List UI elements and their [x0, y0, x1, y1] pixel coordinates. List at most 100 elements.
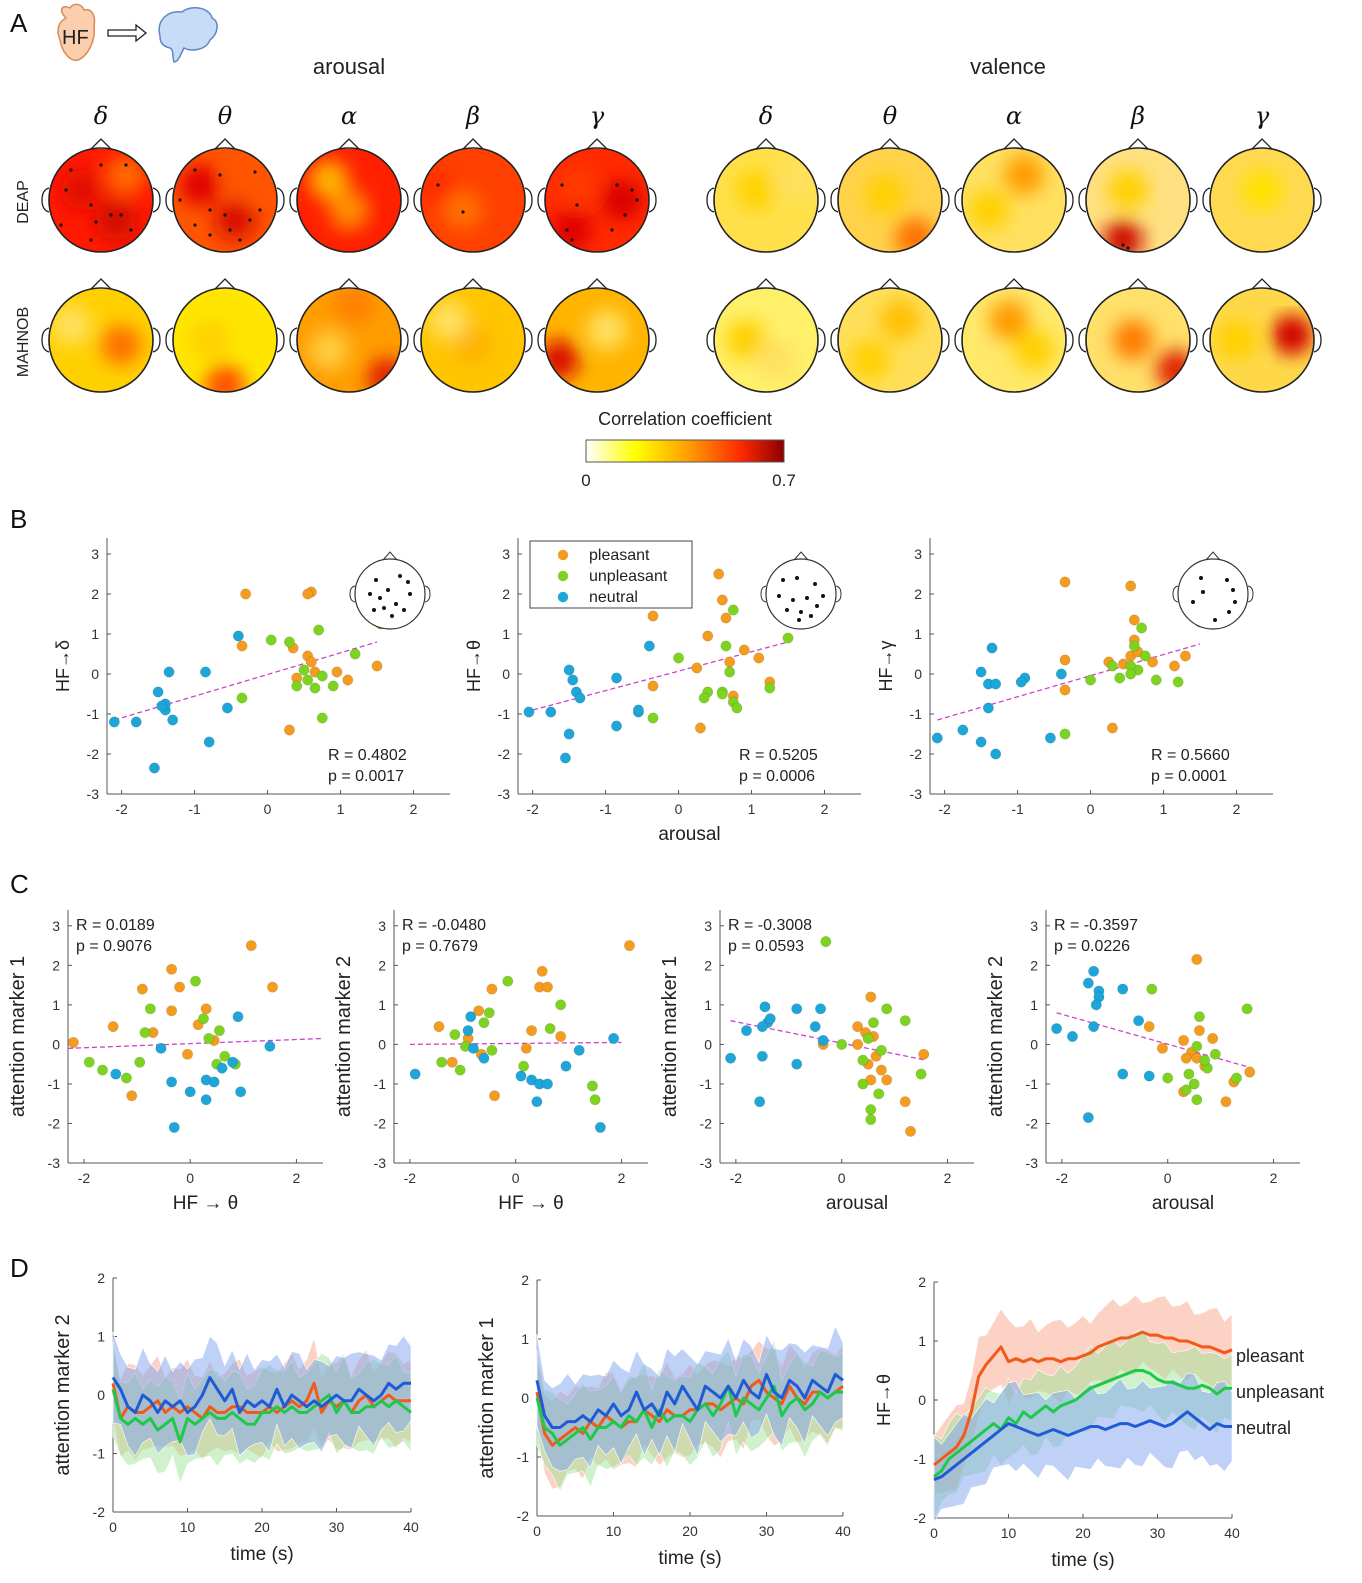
point-neutral [931, 732, 943, 744]
topomap-mahnob-0 [41, 278, 161, 393]
x-tick-label: 0 [533, 1523, 541, 1539]
colorbar-gradient [585, 439, 785, 463]
band-label-4: γ [590, 102, 605, 130]
colorbar-title: Correlation coefficient [598, 409, 772, 429]
point-pleasant [200, 1003, 212, 1015]
y-tick-label: -1 [93, 1446, 106, 1462]
panel-letter-a: A [10, 8, 28, 38]
x-tick-label: 10 [1001, 1525, 1017, 1541]
stat-r: R = 0.5205 [739, 747, 818, 764]
y-tick-label: 3 [378, 918, 386, 934]
point-pleasant [1220, 1096, 1232, 1108]
topomap-deap-7 [954, 138, 1074, 253]
legend: pleasant unpleasant neutral [529, 540, 693, 609]
point-pleasant [446, 1056, 458, 1068]
point-unpleasant [265, 634, 277, 646]
point-pleasant [371, 660, 383, 672]
point-neutral [148, 762, 160, 774]
arrow-right-icon [107, 23, 148, 43]
point-unpleasant [298, 664, 310, 676]
colorbar: Correlation coefficient 0 0.7 [581, 409, 796, 490]
point-unpleasant [83, 1056, 95, 1068]
point-unpleasant [120, 1072, 132, 1084]
point-pleasant [166, 1005, 178, 1017]
point-neutral [986, 642, 998, 654]
x-tick-label: 30 [329, 1519, 345, 1535]
electrode-dot [258, 208, 262, 212]
y-tick-label: 1 [918, 1333, 926, 1349]
point-pleasant [1178, 1034, 1190, 1046]
y-tick-label: 1 [1030, 997, 1038, 1013]
y-tick-label: -3 [910, 786, 923, 802]
point-unpleasant [316, 712, 328, 724]
point-pleasant [126, 1090, 138, 1102]
topomap-deap-2 [289, 138, 409, 253]
point-unpleasant [1125, 668, 1137, 680]
end-label-neutral: neutral [1236, 1418, 1291, 1438]
point-neutral [264, 1040, 276, 1052]
point-pleasant [1106, 722, 1118, 734]
left-ear-icon [954, 327, 963, 353]
point-unpleasant [478, 1017, 490, 1029]
band-label-6: θ [883, 102, 898, 130]
right-ear-icon [1313, 187, 1322, 213]
legend-label-neutral: neutral [589, 589, 638, 606]
x-tick-label: 2 [410, 801, 418, 817]
point-neutral [574, 692, 586, 704]
point-unpleasant [1150, 674, 1162, 686]
stat-r: R = -0.3008 [728, 917, 812, 934]
point-neutral [791, 1058, 803, 1070]
y-axis-label: HF→δ [53, 640, 73, 692]
y-axis-label: attention marker 1 [659, 956, 681, 1117]
nose-icon [1003, 138, 1025, 150]
y-tick-label: 0 [704, 1036, 712, 1052]
electrode-dot [208, 208, 212, 212]
electrode-dot [193, 168, 197, 172]
electrode-dot [228, 228, 232, 232]
left-ear-icon [537, 327, 546, 353]
topomap-deap-3 [413, 138, 533, 253]
point-neutral [1082, 1112, 1094, 1124]
point-pleasant [283, 724, 295, 736]
point-neutral [462, 1025, 474, 1037]
electrode-dot [575, 203, 579, 207]
electrode-dot [630, 188, 634, 192]
topomap-mahnob-7 [954, 278, 1074, 393]
right-ear-icon [276, 327, 285, 353]
scatter-b2: -2 -1 0 1 2 -3 -2 -1 0 1 2 3 HF→θ arousal R = 0.5205 p … [464, 538, 861, 845]
point-pleasant [720, 612, 732, 624]
right-ear-icon [524, 327, 533, 353]
y-tick-label: -1 [1026, 1076, 1039, 1092]
point-unpleasant [213, 1025, 225, 1037]
y-tick-label: 2 [914, 586, 922, 602]
point-pleasant [342, 674, 354, 686]
point-neutral [975, 666, 987, 678]
point-unpleasant [486, 1044, 498, 1056]
point-pleasant [918, 1048, 930, 1060]
y-tick-label: 2 [97, 1270, 105, 1286]
point-neutral [791, 1003, 803, 1015]
y-tick-label: -1 [498, 706, 511, 722]
point-pleasant [1193, 1025, 1205, 1037]
point-unpleasant [865, 1104, 877, 1116]
x-tick-label: 0 [109, 1519, 117, 1535]
point-neutral [478, 1052, 490, 1064]
point-unpleasant [1193, 1011, 1205, 1023]
point-neutral [560, 1060, 572, 1072]
y-tick-label: 0 [914, 666, 922, 682]
stat-r: R = -0.3597 [1054, 917, 1138, 934]
left-ear-icon [830, 187, 839, 213]
x-tick-label: 2 [1270, 1170, 1278, 1186]
point-neutral [130, 716, 142, 728]
left-ear-icon [289, 327, 298, 353]
right-ear-icon [1313, 327, 1322, 353]
regression-line [1056, 1012, 1253, 1069]
nose-icon [462, 278, 484, 290]
scatter-c2: -2 0 2 -3 -2 -1 0 1 2 3 attention marker 2 HF → θ R … [333, 910, 648, 1214]
nose-icon [1127, 278, 1149, 290]
point-pleasant [526, 1025, 538, 1037]
regression-line [114, 641, 378, 721]
point-pleasant [136, 983, 148, 995]
line-unpleasant [933, 1369, 1232, 1478]
